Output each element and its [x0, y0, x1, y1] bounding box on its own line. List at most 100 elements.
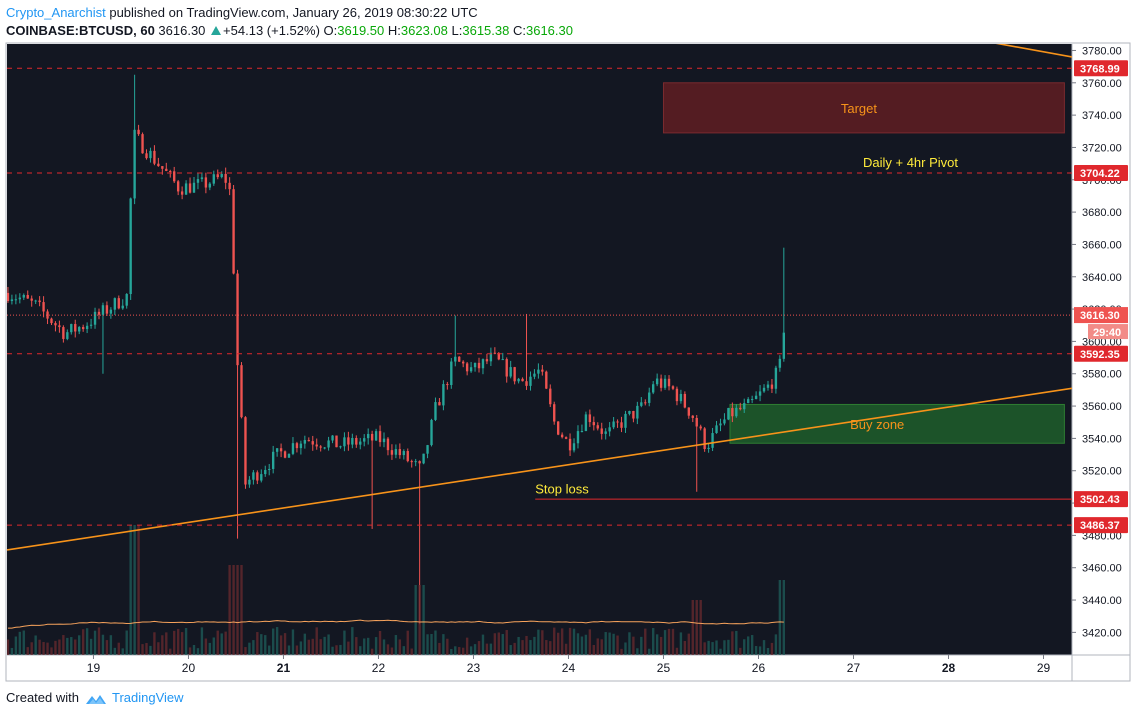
open-value: 3619.50 [337, 23, 385, 38]
volume-bar [335, 645, 338, 655]
volume-bar [180, 632, 184, 655]
volume-bar [592, 644, 595, 655]
volume-bar [188, 647, 192, 655]
candle-body [553, 404, 556, 422]
level-tag-label: 3486.37 [1080, 520, 1120, 532]
candle-body [711, 433, 714, 448]
volume-bar [505, 630, 508, 655]
candle-body [125, 294, 128, 306]
candle-body [659, 378, 663, 388]
level-tag-label: 3768.99 [1080, 63, 1120, 75]
symbol-label: COINBASE:BTCUSD, 60 [6, 23, 155, 38]
volume-bar [58, 639, 61, 655]
volume-bar [216, 630, 219, 655]
candle-body [592, 422, 595, 426]
volume-bar [117, 642, 120, 655]
author-link[interactable]: Crypto_Anarchist [6, 5, 106, 20]
volume-bar [252, 640, 255, 655]
volume-bar [260, 634, 263, 655]
candle-body [287, 453, 291, 458]
volume-bar [727, 639, 730, 655]
volume-bar [782, 580, 786, 655]
candle-body [430, 419, 433, 446]
volume-bar [687, 633, 691, 655]
candle-body [382, 438, 386, 443]
level-tag [1074, 491, 1128, 508]
candle-body [525, 381, 528, 386]
volume-bar [556, 632, 560, 655]
candle-body [89, 324, 93, 326]
volume-bar [636, 648, 639, 655]
created-with-text: Created with [6, 690, 79, 705]
volume-bar [268, 645, 271, 655]
volume-bar [327, 634, 330, 655]
candle-body [596, 425, 599, 429]
volume-bar [18, 631, 22, 655]
candle-body [624, 413, 627, 428]
volume-bar [624, 642, 627, 655]
candle-body [545, 371, 548, 389]
candle-body [315, 444, 318, 447]
candle-body [196, 179, 200, 183]
candle-body [323, 447, 326, 449]
candle-body [109, 309, 113, 314]
volume-bar [723, 640, 726, 655]
candle-body [782, 332, 786, 359]
candle-body [335, 435, 338, 448]
candle-body [339, 446, 342, 448]
arrow-up-icon [211, 26, 222, 35]
volume-bar [204, 638, 208, 655]
candle-body [291, 443, 295, 454]
candle-body [62, 327, 65, 339]
candle-body [481, 359, 485, 369]
candle-body [299, 443, 303, 449]
volume-bar [640, 636, 643, 655]
candle-body [7, 292, 10, 302]
candle-body [758, 391, 762, 396]
x-tick-label: 24 [562, 661, 576, 675]
volume-bar [311, 638, 314, 655]
y-tick-label: 3520.00 [1082, 466, 1122, 478]
candle-body [600, 428, 603, 434]
candle-body [691, 415, 694, 418]
volume-bar [517, 636, 520, 655]
volume-bar [671, 628, 675, 655]
candle-body [727, 408, 730, 420]
volume-bar [26, 647, 29, 655]
volume-bar [331, 646, 334, 655]
candle-body [723, 419, 726, 424]
candle-body [370, 433, 374, 441]
volume-bar [576, 633, 580, 655]
candle-body [754, 395, 758, 400]
volume-bar [22, 630, 25, 655]
tradingview-brand-link[interactable]: TradingView [112, 690, 184, 705]
candle-body [477, 362, 481, 369]
candle-body [50, 318, 53, 324]
candle-body [394, 449, 398, 455]
level-tag [1074, 345, 1128, 362]
candle-body [560, 434, 564, 438]
volume-bar [719, 648, 722, 655]
volume-bar [363, 638, 366, 655]
candle-body [438, 402, 441, 406]
volume-bar [173, 630, 176, 655]
volume-bar [228, 565, 231, 655]
candle-body [228, 182, 231, 190]
y-tick-label: 3580.00 [1082, 369, 1122, 381]
volume-bar [307, 639, 310, 655]
candle-body [248, 479, 251, 485]
volume-bar [236, 565, 239, 655]
volume-bar [564, 643, 568, 655]
volume-bar [275, 627, 279, 655]
volume-bar [200, 627, 204, 655]
volume-bar [315, 627, 318, 655]
close-label: C: [512, 23, 526, 38]
candle-body [442, 384, 445, 406]
volume-bar [489, 643, 493, 655]
candle-body [766, 384, 770, 388]
chart-frame [5, 42, 1131, 682]
volume-bar [612, 633, 615, 655]
candle-body [366, 433, 370, 439]
candle-body [70, 324, 73, 333]
